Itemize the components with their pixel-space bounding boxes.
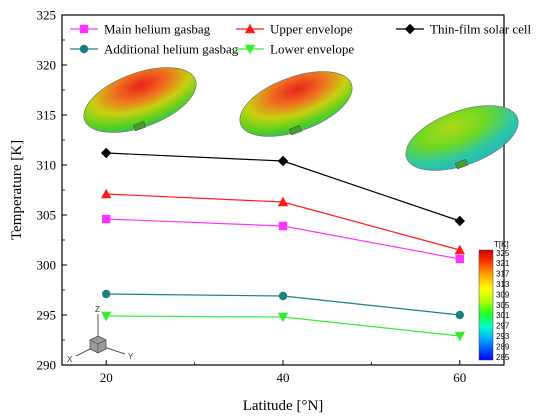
- data-point-series-2: [101, 188, 112, 199]
- legend-marker: [79, 24, 89, 34]
- triad-label-z: Z: [95, 305, 100, 314]
- triad-label-y: Y: [128, 352, 134, 361]
- data-point-series-5: [454, 331, 465, 342]
- legend-marker: [244, 23, 256, 34]
- data-point-series-1: [102, 214, 111, 224]
- y-tick-label: 320: [37, 58, 57, 73]
- legend-marker: [79, 44, 89, 54]
- data-point-series-4: [278, 291, 288, 301]
- y-tick-label: 310: [37, 158, 57, 173]
- series-layer: [101, 147, 465, 342]
- legend-label: Additional helium gasbag: [104, 42, 239, 57]
- x-axis-title: Latitude [°N]: [243, 398, 324, 414]
- data-point-series-4: [102, 289, 111, 299]
- x-tick-label: 60: [453, 370, 466, 385]
- data-point-series-3: [454, 215, 465, 227]
- legend-label: Thin-film solar cell: [430, 22, 531, 37]
- y-tick-label: 315: [37, 108, 57, 123]
- data-point-series-4: [455, 310, 464, 320]
- data-point-series-3: [277, 155, 289, 167]
- x-tick-label: 40: [277, 370, 290, 385]
- legend-label: Lower envelope: [270, 42, 354, 57]
- legend-marker: [404, 23, 416, 35]
- y-axis-title: Temperature [K]: [9, 140, 25, 240]
- y-tick-label: 290: [37, 358, 57, 373]
- data-point-series-1: [278, 221, 288, 231]
- balloon-illustration-20: [83, 67, 197, 133]
- data-point-series-5: [101, 311, 112, 322]
- y-tick-label: 295: [37, 308, 57, 323]
- colorbar-tick-label: 293: [496, 332, 510, 341]
- triad-label-x: X: [67, 355, 73, 364]
- legend-marker: [244, 44, 256, 55]
- x-tick-label: 20: [100, 370, 113, 385]
- y-tick-label: 305: [37, 208, 57, 223]
- data-point-series-2: [277, 196, 289, 207]
- colorbar-tick-label: 289: [496, 342, 510, 351]
- axes: 290 295 300 305 310 315 320 325 20 40 60: [37, 8, 467, 386]
- balloon-illustration-40: [239, 71, 353, 137]
- colorbar-tick-label: 325: [496, 249, 510, 258]
- colorbar-tick-label: 309: [496, 290, 510, 299]
- colorbar-title: T[K]: [494, 240, 509, 249]
- legend: Main helium gasbag Upper envelope Thin-fil…: [70, 22, 531, 57]
- orientation-triad: Z X Y: [67, 305, 134, 364]
- legend-label: Upper envelope: [270, 22, 353, 37]
- y-tick-label: 300: [37, 258, 57, 273]
- colorbar-tick-label: 285: [496, 353, 510, 362]
- colorbar-gradient: [478, 249, 494, 361]
- data-point-series-1: [455, 254, 464, 264]
- colorbar-tick-label: 297: [496, 322, 510, 331]
- data-point-series-3: [101, 147, 112, 159]
- colorbar-tick-label: 305: [496, 301, 510, 310]
- colorbar-tick-label: 321: [496, 259, 510, 268]
- y-tick-label: 325: [37, 8, 57, 23]
- colorbar-tick-label: 301: [496, 311, 510, 320]
- data-point-series-2: [454, 244, 465, 255]
- data-point-series-5: [277, 312, 289, 323]
- colorbar-tick-label: 317: [496, 270, 510, 279]
- legend-label: Main helium gasbag: [104, 22, 211, 37]
- colorbar-tick-label: 313: [496, 280, 510, 289]
- balloon-illustration-60: [405, 105, 519, 171]
